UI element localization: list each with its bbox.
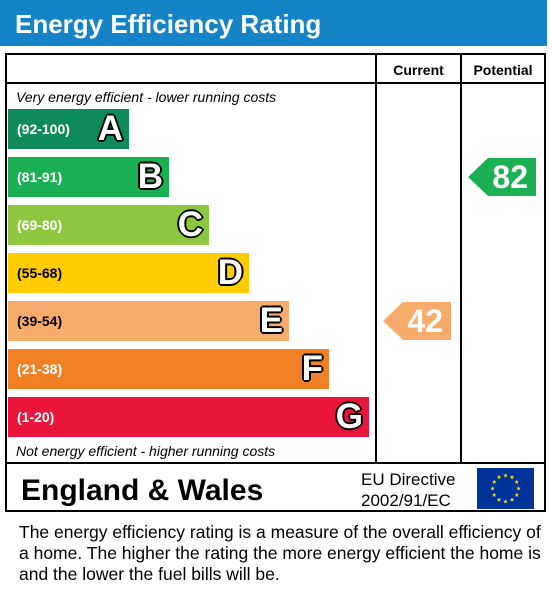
directive-line-2: 2002/91/EC	[361, 491, 451, 510]
flag-star	[514, 479, 520, 484]
description-text: The energy efficiency rating is a measur…	[19, 522, 541, 584]
band-range-label: (1-20)	[17, 409, 55, 425]
flag-star	[509, 474, 515, 480]
band-a: (92-100) A	[8, 109, 129, 149]
current-column-header: Current	[393, 62, 444, 78]
country-label: England & Wales	[21, 474, 264, 507]
flag-star	[491, 492, 497, 497]
flag-star	[516, 486, 521, 491]
band-range-label: (39-54)	[17, 313, 63, 329]
bottom-note: Not energy efficient - higher running co…	[16, 443, 276, 459]
current-rating-arrow: 42	[383, 302, 451, 340]
top-note: Very energy efficient - lower running co…	[16, 89, 277, 105]
flag-star	[514, 492, 520, 497]
potential-column-header: Potential	[473, 62, 533, 78]
potential-rating-value: 82	[492, 159, 528, 195]
flag-star	[490, 486, 495, 491]
flag-star	[503, 499, 508, 504]
flag-star	[496, 474, 502, 480]
band-range-label: (81-91)	[17, 169, 63, 185]
directive-line-1: EU Directive	[361, 470, 456, 489]
band-letter: G	[335, 397, 363, 436]
eu-flag-icon	[477, 468, 534, 509]
footer-divider	[7, 462, 544, 464]
band-range-label: (92-100)	[17, 121, 70, 137]
band-c: (69-80) C	[8, 205, 209, 245]
flag-star	[491, 479, 497, 484]
band-letter: F	[301, 349, 323, 388]
band-d: (55-68) D	[8, 253, 249, 293]
band-letter: B	[137, 157, 163, 196]
eu-directive: EU Directive 2002/91/EC	[361, 469, 455, 511]
current-rating-value: 42	[407, 303, 443, 339]
band-letter: C	[177, 205, 203, 244]
rating-table: Current Potential Very energy efficient …	[5, 53, 546, 512]
band-range-label: (21-38)	[17, 361, 63, 377]
band-b: (81-91) B	[8, 157, 169, 197]
band-range-label: (69-80)	[17, 217, 63, 233]
flag-star	[496, 497, 502, 502]
band-g: (1-20) G	[8, 397, 369, 437]
band-f: (21-38) F	[8, 349, 329, 389]
band-letter: A	[97, 109, 123, 148]
flag-star	[509, 497, 515, 502]
band-e: (39-54) E	[8, 301, 289, 341]
header-row-divider	[7, 82, 544, 84]
potential-rating-arrow: 82	[468, 158, 536, 196]
current-column-divider	[375, 55, 377, 462]
header-bar: Energy Efficiency Rating	[0, 0, 547, 46]
flag-star	[503, 473, 508, 478]
band-letter: D	[217, 253, 243, 292]
band-range-label: (55-68)	[17, 265, 63, 281]
page-title: Energy Efficiency Rating	[15, 9, 322, 39]
potential-column-divider	[460, 55, 462, 462]
band-letter: E	[259, 301, 283, 340]
